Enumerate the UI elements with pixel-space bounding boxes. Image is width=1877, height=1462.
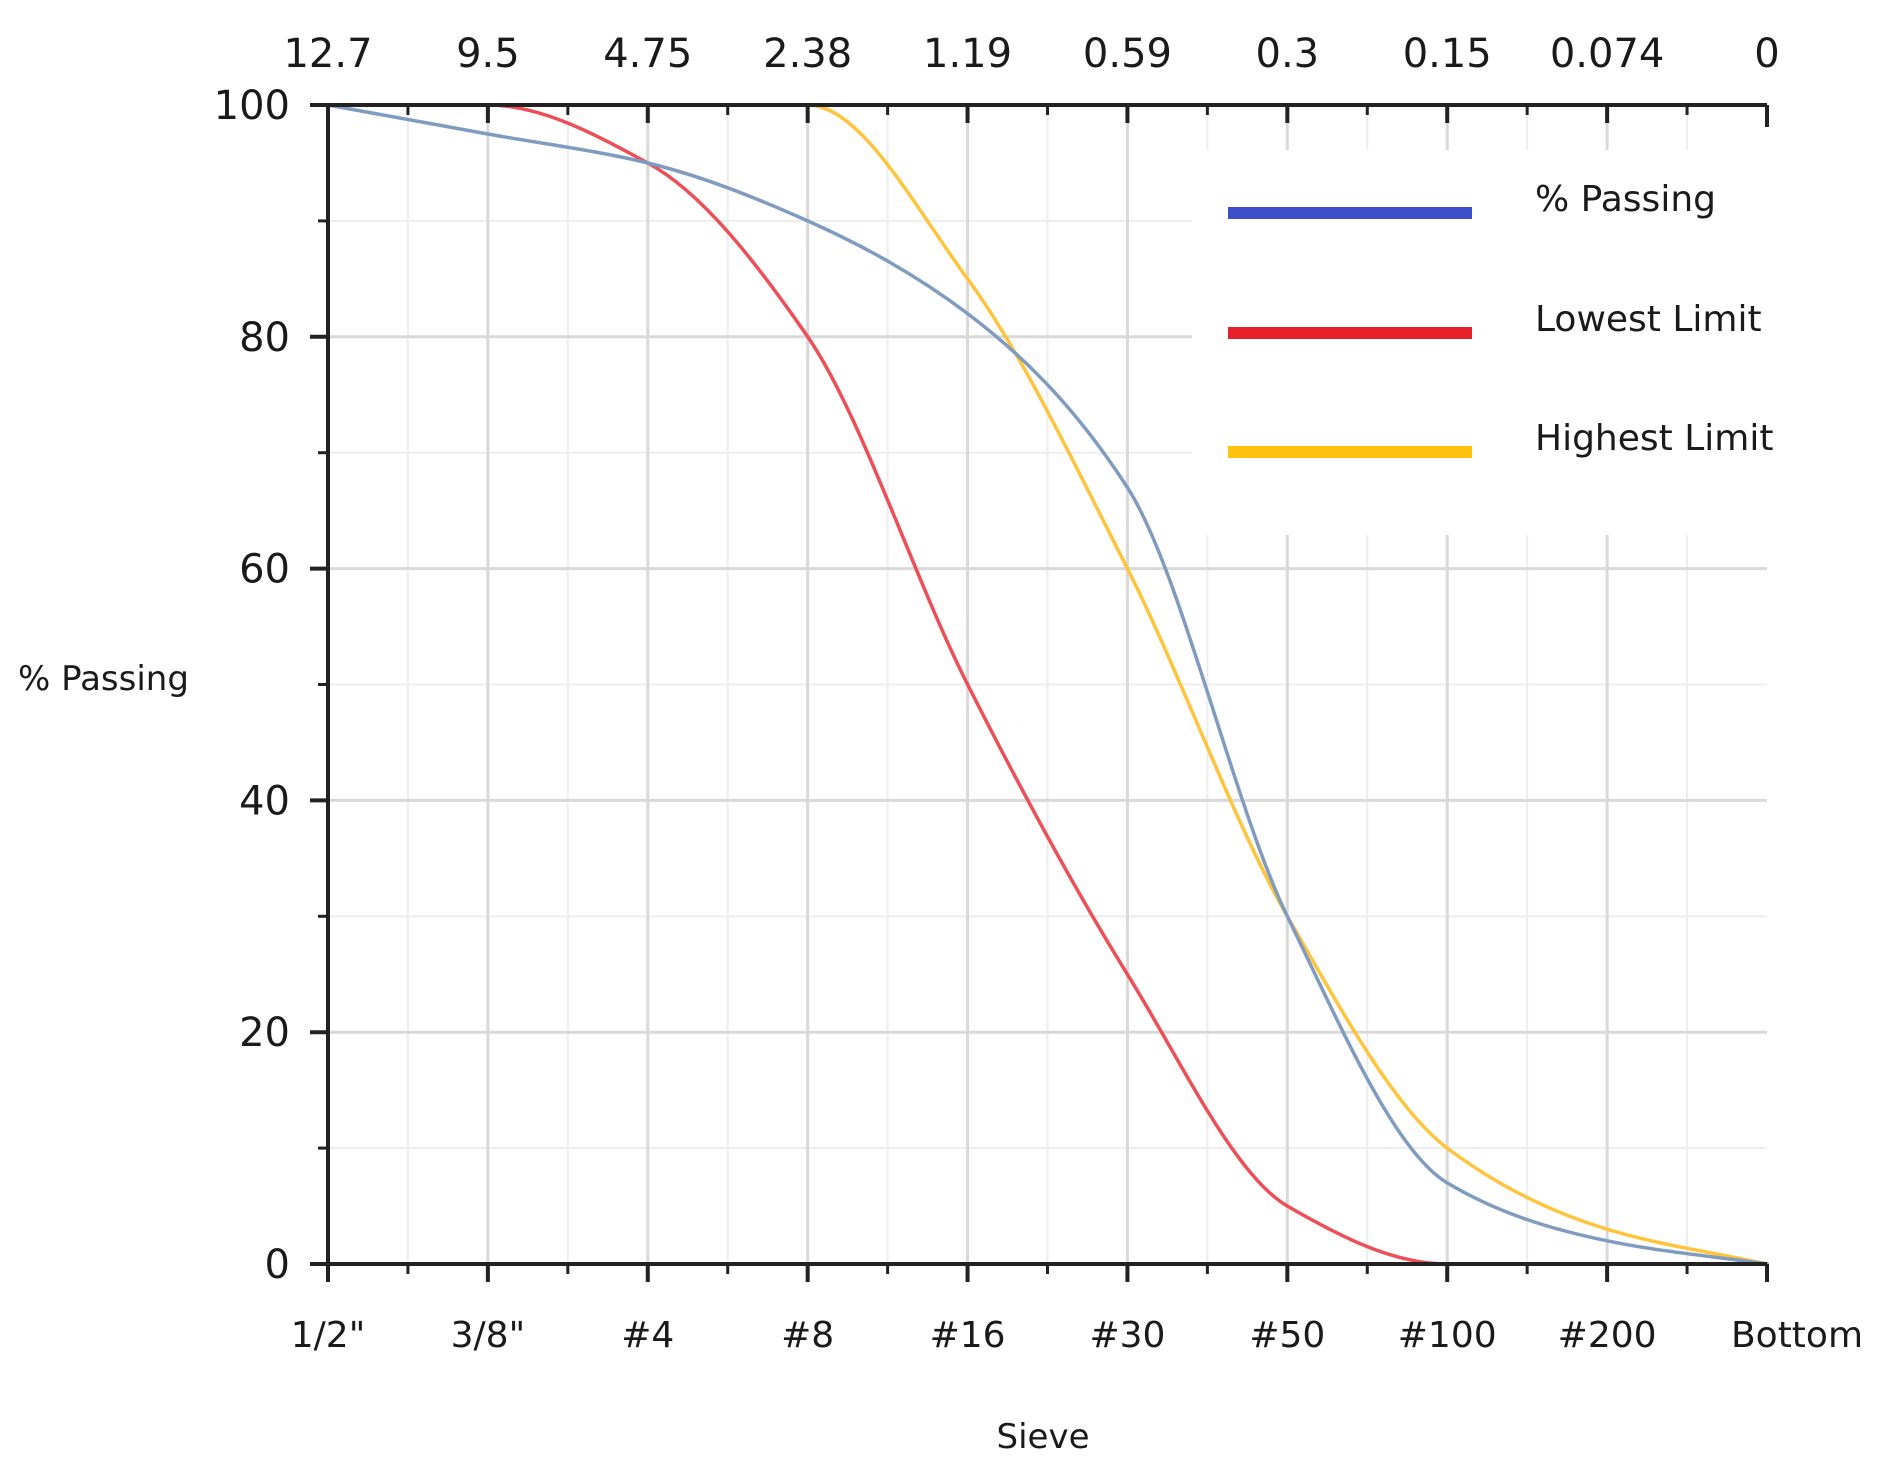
top-tick-label: 9.5 xyxy=(456,31,520,77)
y-tick-label: 80 xyxy=(239,315,290,361)
top-tick-label: 2.38 xyxy=(763,31,852,77)
top-tick-label: 0 xyxy=(1754,31,1779,77)
y-tick-label: 100 xyxy=(214,83,290,129)
y-tick-label: 0 xyxy=(265,1242,290,1288)
y-axis-tick-labels: 0 20 40 60 80 100 xyxy=(214,83,290,1288)
bottom-tick-label: #100 xyxy=(1398,1315,1497,1356)
y-tick-label: 20 xyxy=(239,1010,290,1056)
y-tick-label: 60 xyxy=(239,547,290,593)
legend-label: Lowest Limit xyxy=(1535,299,1762,340)
bottom-tick-label: #50 xyxy=(1249,1315,1325,1356)
bottom-tick-label: Bottom xyxy=(1731,1315,1863,1356)
bottom-tick-label: #30 xyxy=(1089,1315,1165,1356)
bottom-axis-sieve-labels: 1/2" 3/8" #4 #8 #16 #30 #50 #100 #200 Bottom xyxy=(291,1315,1863,1356)
top-tick-label: 0.074 xyxy=(1550,31,1665,77)
bottom-tick-label: #16 xyxy=(930,1315,1006,1356)
series-line-passing xyxy=(326,103,1769,1266)
bottom-tick-label: 3/8" xyxy=(451,1315,526,1356)
top-tick-label: 0.15 xyxy=(1403,31,1492,77)
y-axis-title: % Passing xyxy=(18,659,189,699)
bottom-tick-label: #200 xyxy=(1558,1315,1657,1356)
top-tick-label: 4.75 xyxy=(603,31,692,77)
top-tick-label: 12.7 xyxy=(283,31,372,77)
axes xyxy=(310,103,1769,1282)
legend-label: Highest Limit xyxy=(1535,418,1773,459)
top-tick-label: 0.59 xyxy=(1083,31,1172,77)
top-axis-size-labels: 12.7 9.5 4.75 2.38 1.19 0.59 0.3 0.15 0.074 0 xyxy=(283,31,1779,77)
x-axis-title: Sieve xyxy=(997,1417,1090,1457)
bottom-tick-label: #4 xyxy=(621,1315,674,1356)
bottom-tick-label: #8 xyxy=(781,1315,834,1356)
bottom-tick-label: 1/2" xyxy=(291,1315,366,1356)
y-tick-label: 40 xyxy=(239,778,290,824)
top-tick-label: 1.19 xyxy=(923,31,1012,77)
top-tick-label: 0.3 xyxy=(1256,31,1320,77)
legend-label: % Passing xyxy=(1535,179,1716,220)
legend: % Passing Lowest Limit Highest Limit xyxy=(1228,179,1773,459)
